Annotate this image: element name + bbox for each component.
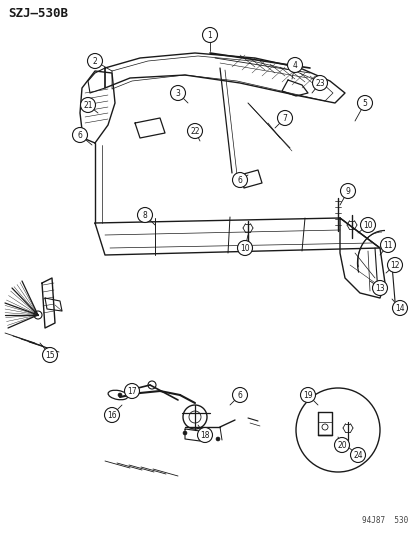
Circle shape <box>387 257 401 272</box>
Circle shape <box>277 110 292 125</box>
Text: 2: 2 <box>93 56 97 66</box>
Text: 12: 12 <box>389 261 399 270</box>
Text: 20: 20 <box>336 440 346 449</box>
Circle shape <box>360 217 375 232</box>
Text: 94J87  530: 94J87 530 <box>361 516 407 525</box>
Text: 21: 21 <box>83 101 93 109</box>
Circle shape <box>72 127 87 142</box>
Circle shape <box>312 76 327 91</box>
Circle shape <box>300 387 315 402</box>
Circle shape <box>216 437 219 441</box>
Text: 3: 3 <box>175 88 180 98</box>
Circle shape <box>183 431 187 435</box>
Circle shape <box>124 384 139 399</box>
Circle shape <box>357 95 372 110</box>
Circle shape <box>380 238 394 253</box>
Text: 14: 14 <box>394 303 404 312</box>
Circle shape <box>187 124 202 139</box>
Text: 13: 13 <box>374 284 384 293</box>
Text: 8: 8 <box>142 211 147 220</box>
Circle shape <box>287 58 302 72</box>
Text: 6: 6 <box>77 131 82 140</box>
Text: 16: 16 <box>107 410 116 419</box>
Text: 24: 24 <box>352 450 362 459</box>
Circle shape <box>232 173 247 188</box>
Circle shape <box>237 240 252 255</box>
Circle shape <box>392 301 406 316</box>
Text: 22: 22 <box>190 126 199 135</box>
Text: 23: 23 <box>314 78 324 87</box>
Circle shape <box>339 183 355 198</box>
Circle shape <box>334 438 349 453</box>
Text: SZJ–530B: SZJ–530B <box>8 7 68 20</box>
Circle shape <box>170 85 185 101</box>
Circle shape <box>202 28 217 43</box>
Circle shape <box>87 53 102 69</box>
Text: 15: 15 <box>45 351 55 359</box>
Circle shape <box>372 280 387 295</box>
Text: 10: 10 <box>240 244 249 253</box>
Circle shape <box>80 98 95 112</box>
Text: 18: 18 <box>200 431 209 440</box>
Text: 17: 17 <box>127 386 136 395</box>
Text: 19: 19 <box>302 391 312 400</box>
Text: 11: 11 <box>382 240 392 249</box>
Text: 6: 6 <box>237 175 242 184</box>
Circle shape <box>350 448 365 463</box>
Circle shape <box>232 387 247 402</box>
Circle shape <box>137 207 152 222</box>
Text: 4: 4 <box>292 61 297 69</box>
Text: 10: 10 <box>362 221 372 230</box>
Circle shape <box>118 393 122 397</box>
Text: 6: 6 <box>237 391 242 400</box>
Text: 7: 7 <box>282 114 287 123</box>
Circle shape <box>104 408 119 423</box>
Text: 1: 1 <box>207 30 212 39</box>
Text: 5: 5 <box>362 99 367 108</box>
Text: 9: 9 <box>345 187 349 196</box>
Circle shape <box>43 348 57 362</box>
Circle shape <box>197 427 212 442</box>
